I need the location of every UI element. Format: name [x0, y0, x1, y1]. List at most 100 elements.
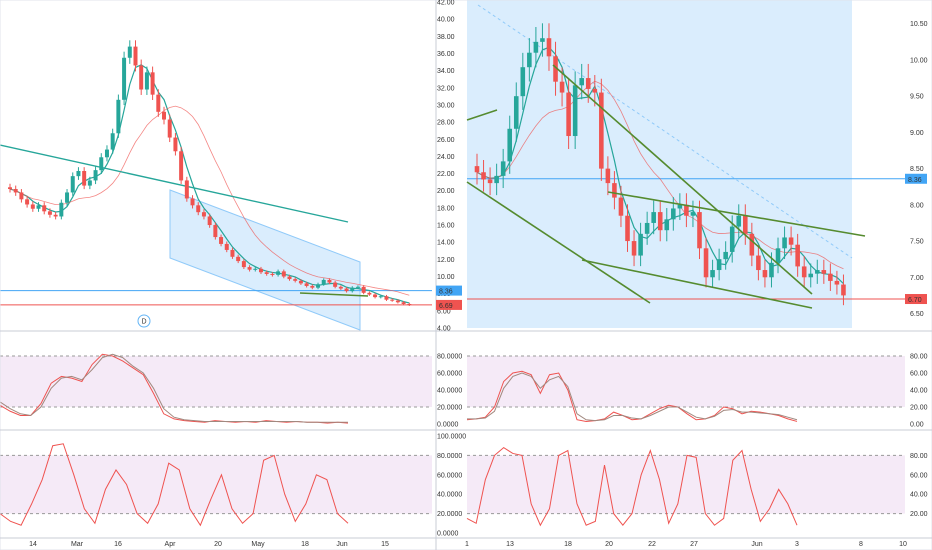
candle-body	[677, 204, 683, 209]
price-tick-label: 14.00	[437, 240, 455, 247]
candle-body	[769, 262, 774, 278]
price-tick-label: 10.00	[910, 57, 928, 64]
price-tag-red-label: 6.69	[439, 303, 453, 310]
price-tick-label: 8.50	[910, 166, 924, 173]
price-tick-label: 7.50	[910, 239, 924, 246]
price-tick-label: 16.00	[437, 223, 455, 230]
candle-body	[190, 198, 195, 206]
candle-body	[644, 222, 650, 234]
price-tick-label: 24.00	[437, 154, 455, 161]
candle-body	[8, 187, 12, 190]
price-tick-label: 22.00	[437, 171, 455, 178]
price-tick-label: 6.50	[910, 311, 924, 318]
candle-body	[401, 302, 406, 304]
candle-body	[133, 46, 138, 66]
candle-body	[247, 267, 252, 270]
time-tick-label: 10	[899, 541, 907, 548]
candle-body	[743, 215, 748, 234]
candle-body	[344, 288, 349, 292]
oscillator-line	[0, 443, 349, 527]
candle-body	[127, 46, 132, 58]
oscillator-tick-label: 0.00	[910, 422, 924, 429]
candle-body	[316, 284, 321, 288]
candle-body	[13, 189, 18, 193]
time-tick-label: 20	[214, 541, 222, 548]
time-tick-label: Jun	[751, 541, 762, 548]
right-price-panel[interactable]	[466, 0, 905, 328]
price-tick-label: 18.00	[437, 205, 455, 212]
candle-body	[716, 259, 722, 271]
moving-average-long	[0, 144, 349, 223]
candle-body	[99, 157, 104, 171]
price-tag-red	[436, 299, 462, 310]
candle-body	[775, 248, 781, 263]
candle-body	[224, 243, 229, 250]
candle-body	[612, 183, 617, 198]
candle-body	[546, 38, 552, 57]
price-tick-label: 40.00	[437, 17, 455, 24]
trend-line	[552, 64, 813, 295]
left-stochastic-panel[interactable]	[0, 353, 432, 424]
time-tick-label: 14	[29, 541, 37, 548]
candle-body	[213, 225, 218, 238]
candle-body	[333, 282, 338, 287]
candle-body	[723, 251, 728, 260]
candle-body	[782, 237, 787, 249]
trend-line	[466, 109, 498, 121]
candle-body	[513, 96, 519, 129]
oscillator-tick-label: 20.0000	[437, 405, 462, 412]
candle-body	[70, 176, 75, 193]
left-price-panel[interactable]	[0, 40, 432, 331]
candle-body	[756, 255, 761, 271]
candle-body	[638, 233, 643, 256]
candle-body	[53, 214, 58, 217]
trend-line	[299, 292, 369, 297]
oscillator-tick-label: 20.00	[910, 511, 928, 518]
moving-average-slow	[9, 105, 410, 296]
candle-body	[327, 279, 332, 283]
candle-body	[808, 273, 814, 278]
right-stochastic-panel[interactable]	[466, 355, 905, 422]
time-tick-label: 18	[301, 541, 309, 548]
oscillator-tick-label: 20.0000	[437, 511, 462, 518]
left-stochastic-2-panel[interactable]	[0, 443, 432, 527]
candle-body	[407, 303, 412, 305]
candle-body	[293, 279, 298, 281]
oscillator-tick-label: 40.00	[910, 388, 928, 395]
price-tick-label: 20.00	[437, 188, 455, 195]
overbought-oversold-band	[0, 455, 432, 514]
price-tick-label: 10.50	[910, 21, 928, 28]
candle-body	[494, 175, 499, 184]
oscillator-tick-label: 20.00	[910, 405, 928, 412]
oscillator-tick-label: 40.0000	[437, 492, 462, 499]
candle-body	[42, 205, 47, 212]
oscillator-tick-label: 80.00	[910, 354, 928, 361]
candle-body	[253, 268, 258, 270]
oscillator-line	[466, 447, 798, 527]
candle-body	[378, 296, 383, 298]
time-tick-label: 22	[648, 541, 656, 548]
candle-body	[201, 212, 206, 217]
candle-body	[390, 299, 395, 301]
price-tick-label: 8.00	[910, 202, 924, 209]
candle-body	[373, 294, 378, 298]
candle-body	[788, 237, 794, 245]
candle-body	[162, 111, 167, 120]
right-stochastic-2-panel[interactable]	[466, 447, 905, 527]
candle-body	[30, 204, 35, 209]
time-tick-label: 1	[465, 541, 469, 548]
candle-body	[264, 272, 269, 274]
price-tick-label: 28.00	[437, 120, 455, 127]
candle-body	[821, 270, 827, 274]
candle-body	[179, 151, 184, 181]
candle-body	[540, 38, 545, 42]
dividend-marker-label: D	[141, 319, 146, 326]
price-tick-label: 32.00	[437, 85, 455, 92]
candle-body	[559, 81, 565, 93]
time-tick-label: 8	[859, 541, 863, 548]
oscillator-tick-label: 60.0000	[437, 371, 462, 378]
candle-body	[664, 219, 670, 231]
candle-body	[599, 92, 604, 169]
trend-line	[466, 181, 651, 304]
